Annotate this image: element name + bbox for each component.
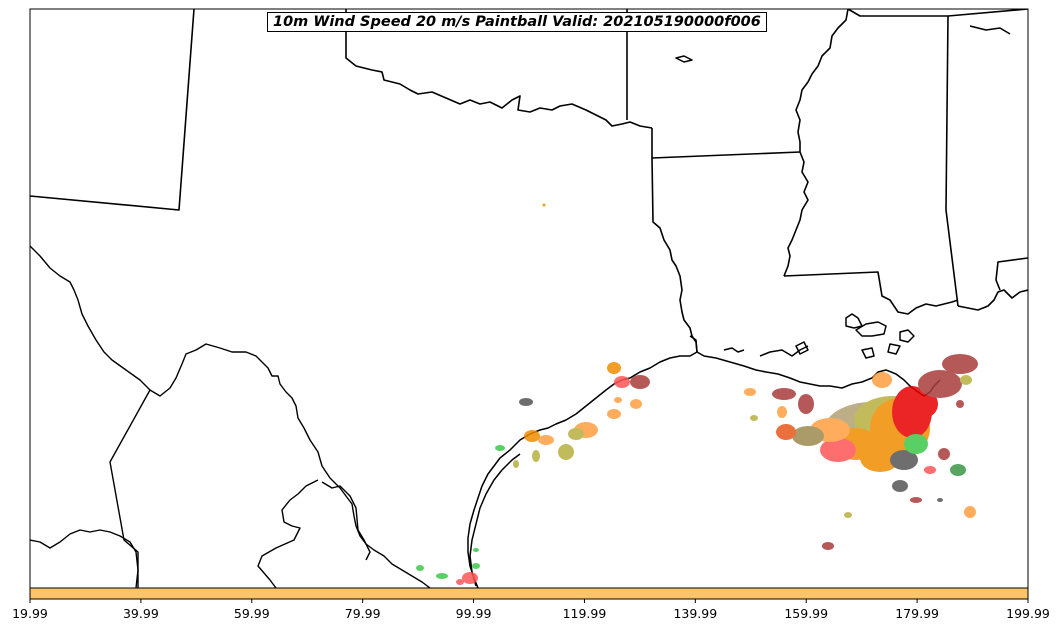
basemap [30,9,1028,588]
colorbar-tick-label: 39.99 [123,606,159,621]
colorbar [29,587,1029,600]
coastline [467,25,1011,588]
map-title: 10m Wind Speed 20 m/s Paintball Valid: 2… [267,12,767,32]
colorbar-tick-label: 119.99 [563,606,607,621]
paintball-blobs [416,203,978,585]
colorbar-tick-label: 159.99 [784,606,828,621]
colorbar-tick-label: 139.99 [673,606,717,621]
colorbar-tick-label: 179.99 [895,606,939,621]
colorbar-ticks: 19.99 39.99 59.99 79.99 99.99 119.99 139.99 159… [12,599,1050,621]
colorbar-tick-label: 19.99 [12,606,48,621]
country-borders [30,245,431,588]
colorbar-tick-label: 79.99 [345,606,381,621]
colorbar-tick-label: 99.99 [456,606,492,621]
colorbar-tick-label: 59.99 [234,606,270,621]
state-borders [30,9,1028,353]
map-frame [29,8,1029,589]
colorbar-tick-label: 199.99 [1006,606,1050,621]
